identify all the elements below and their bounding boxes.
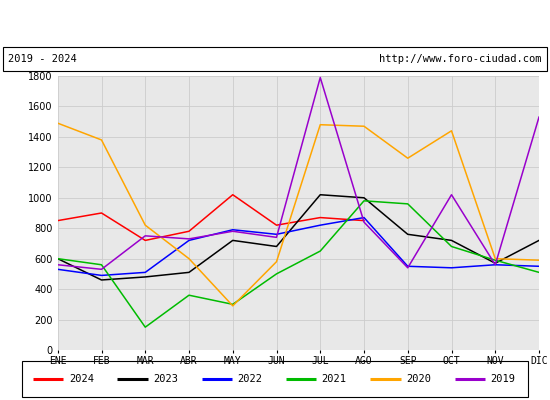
Text: 2022: 2022 [238, 374, 262, 384]
Text: 2020: 2020 [406, 374, 431, 384]
Text: 2019: 2019 [491, 374, 515, 384]
Text: 2023: 2023 [153, 374, 178, 384]
Text: 2024: 2024 [69, 374, 94, 384]
Text: Evolucion Nº Turistas Nacionales en el municipio de Gálvez: Evolucion Nº Turistas Nacionales en el m… [43, 16, 507, 30]
Text: 2021: 2021 [322, 374, 346, 384]
Text: 2019 - 2024: 2019 - 2024 [8, 54, 77, 64]
Bar [22, 360, 528, 398]
Text: http://www.foro-ciudad.com: http://www.foro-ciudad.com [379, 54, 542, 64]
